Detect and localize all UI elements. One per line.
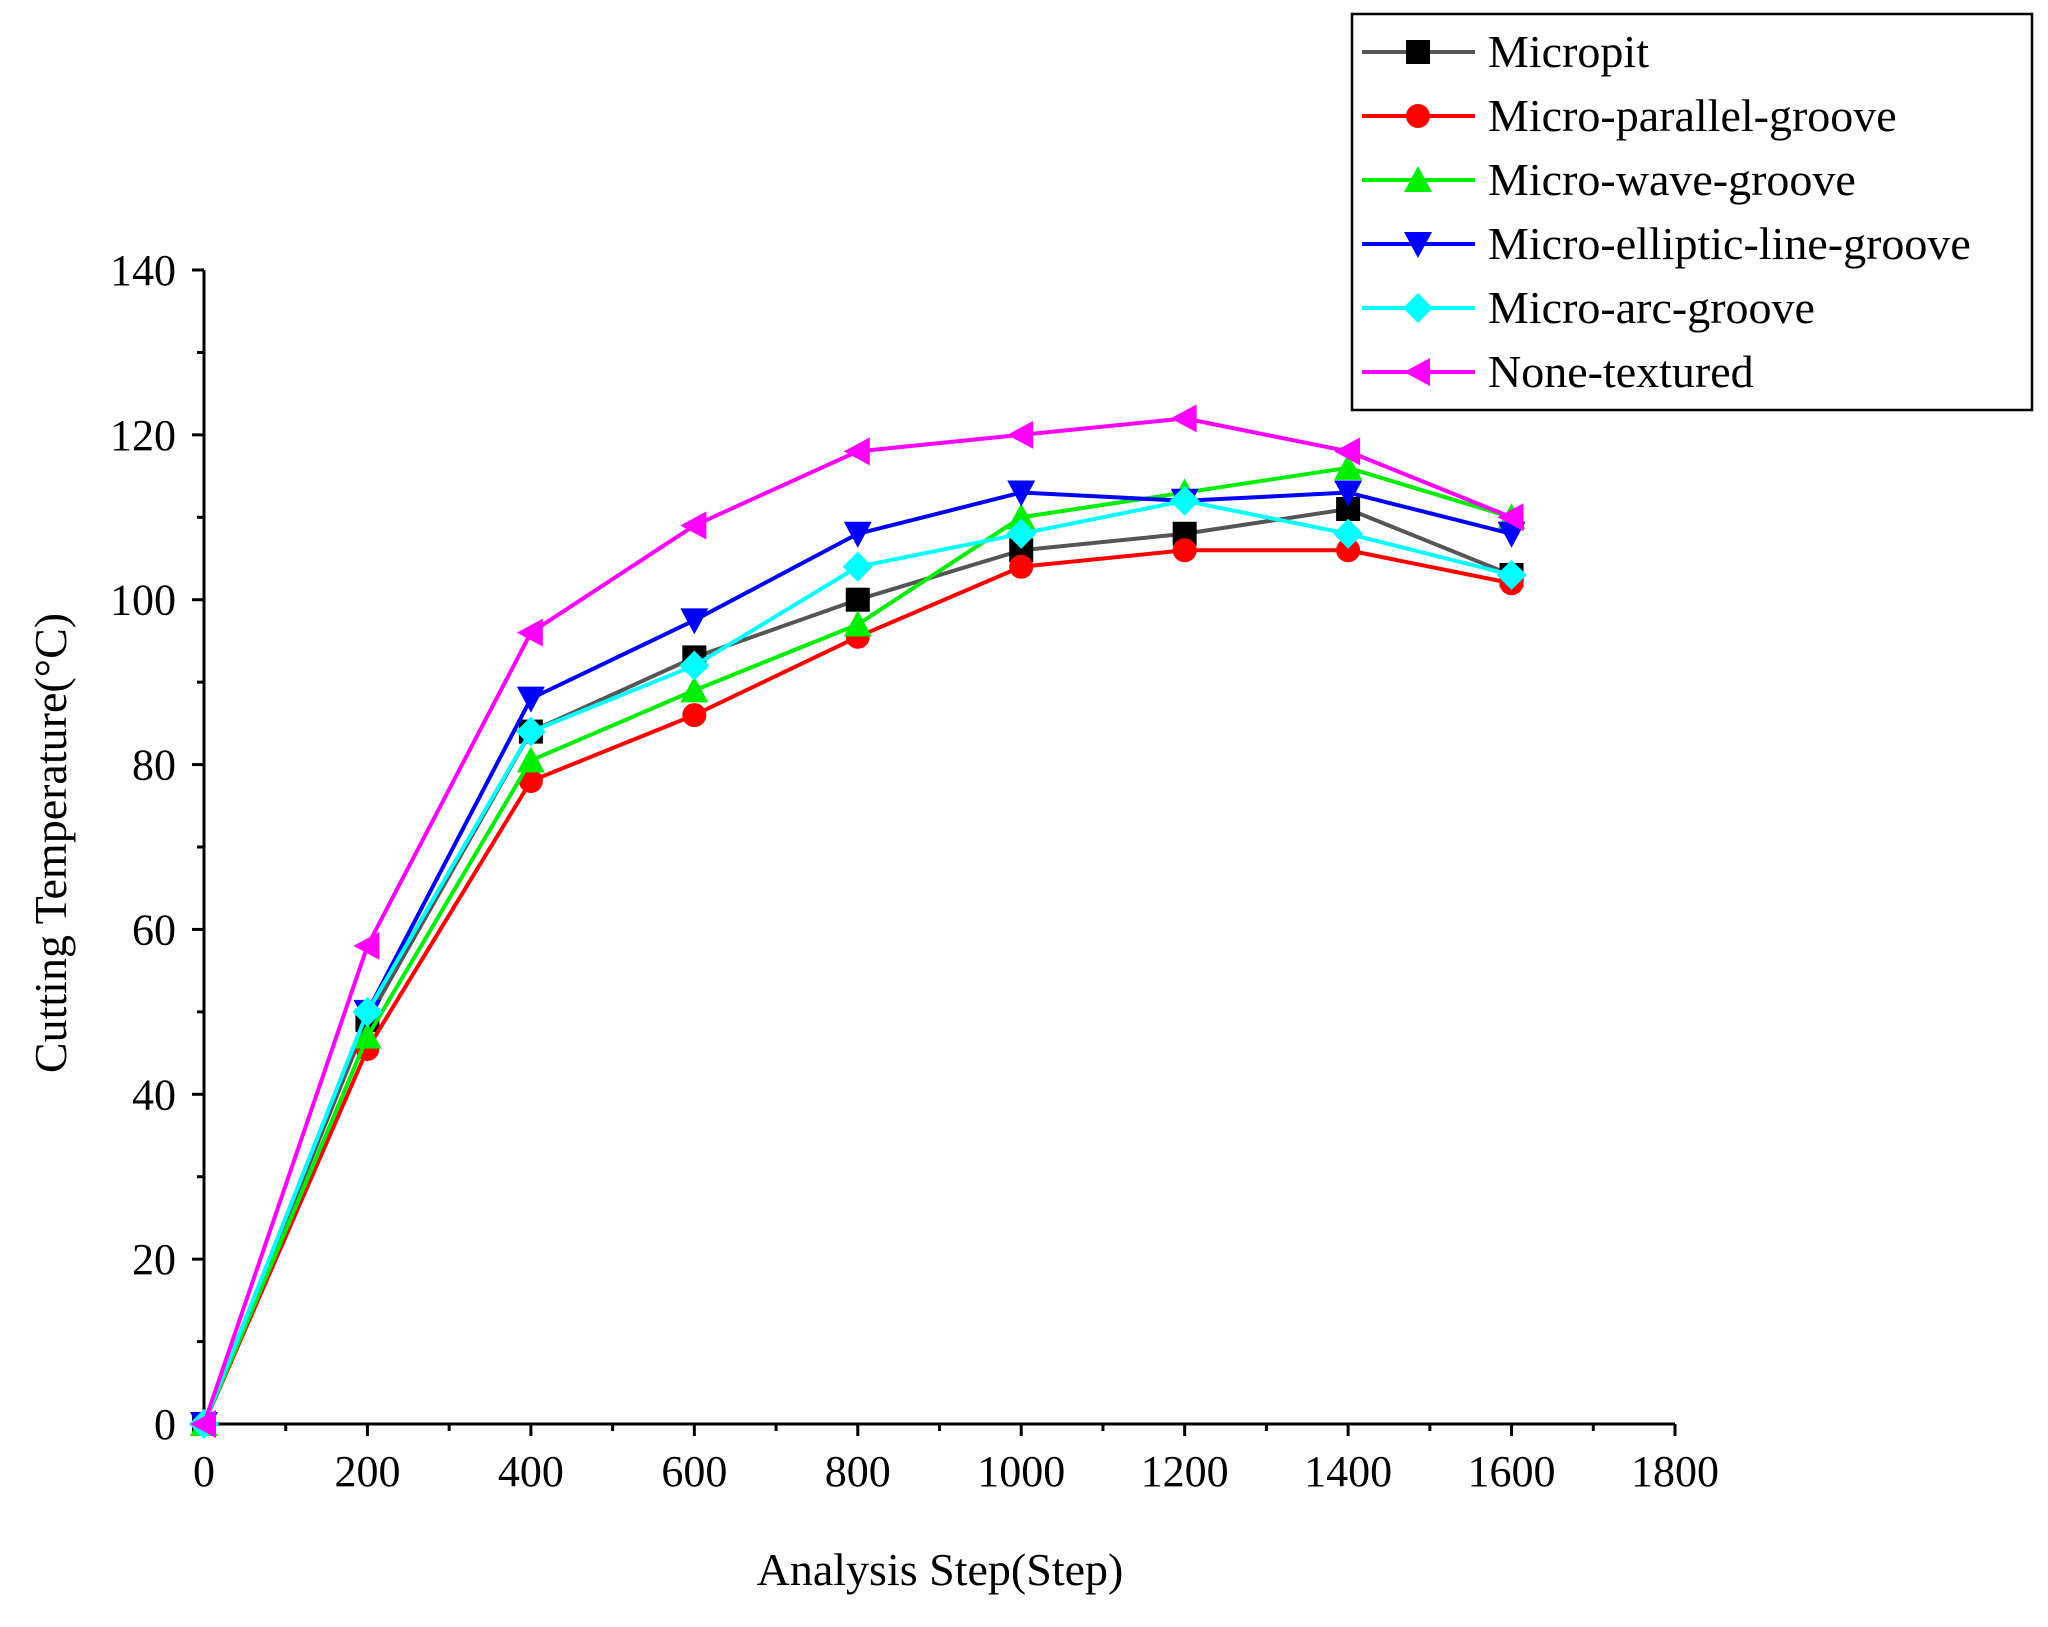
- data-point: [353, 1022, 382, 1049]
- y-tick-label: 0: [154, 1400, 176, 1449]
- data-point: [1169, 485, 1200, 516]
- x-tick-label: 800: [825, 1447, 891, 1496]
- data-point: [843, 437, 870, 466]
- data-point: [679, 650, 710, 681]
- data-point: [1334, 437, 1361, 466]
- data-point: [843, 521, 872, 548]
- x-tick-label: 400: [498, 1447, 564, 1496]
- data-point: [1006, 518, 1037, 549]
- y-axis-title: Cutting Temperature(°C): [25, 613, 76, 1073]
- data-point: [1334, 453, 1363, 480]
- x-tick-label: 1600: [1468, 1447, 1556, 1496]
- data-point: [1496, 559, 1527, 590]
- data-point: [1497, 503, 1524, 532]
- data-point: [845, 587, 870, 612]
- data-point: [1009, 538, 1034, 563]
- x-tick-label: 1000: [977, 1447, 1065, 1496]
- y-tick-label: 100: [110, 576, 176, 625]
- x-tick-label: 0: [193, 1447, 215, 1496]
- data-point: [516, 746, 545, 773]
- data-point: [352, 996, 383, 1027]
- x-tick-label: 1200: [1141, 1447, 1229, 1496]
- legend-marker: [1404, 232, 1432, 258]
- legend-label: Micro-elliptic-line-groove: [1488, 218, 1971, 269]
- legend-item: Micro-wave-groove: [1362, 154, 1856, 205]
- data-point: [1007, 503, 1036, 530]
- legend-marker: [1403, 293, 1433, 323]
- data-point: [680, 608, 709, 635]
- legend-marker: [1406, 40, 1430, 64]
- x-tick-label: 600: [661, 1447, 727, 1496]
- data-point: [680, 511, 707, 540]
- legend-label: Micro-parallel-groove: [1488, 90, 1897, 141]
- data-point: [518, 769, 543, 794]
- data-point: [680, 676, 709, 703]
- legend-label: Micro-arc-groove: [1488, 282, 1815, 333]
- series-layer: [189, 404, 1527, 1439]
- y-tick-label: 120: [110, 411, 176, 460]
- legend-item: Micro-arc-groove: [1362, 282, 1815, 333]
- legend-box: [1350, 12, 2034, 412]
- x-tick-label: 1400: [1304, 1447, 1392, 1496]
- data-point: [516, 618, 543, 647]
- legend-item: Micropit: [1362, 26, 1649, 77]
- data-point: [1170, 404, 1197, 433]
- legend-marker: [1404, 358, 1430, 386]
- data-point: [1334, 480, 1363, 507]
- data-point: [1009, 554, 1034, 579]
- data-point: [682, 703, 707, 728]
- data-point: [1007, 480, 1036, 507]
- legend-label: None-textured: [1488, 346, 1754, 397]
- legend-marker: [1406, 104, 1430, 128]
- legend: Micropit Micro-parallel-groove Micro-wave-…: [1350, 12, 2034, 412]
- x-axis-title: Analysis Step(Step): [757, 1544, 1124, 1595]
- data-point: [1336, 538, 1361, 563]
- y-tick-label: 40: [132, 1070, 176, 1119]
- series-micro-arc-groove: [189, 485, 1527, 1439]
- y-tick-label: 60: [132, 905, 176, 954]
- data-point: [190, 1410, 216, 1438]
- data-point: [843, 610, 872, 637]
- data-point: [1172, 538, 1197, 563]
- legend-item: None-textured: [1362, 346, 1754, 397]
- series-micro-parallel-groove: [192, 538, 1524, 1436]
- y-tick-label: 140: [110, 246, 176, 295]
- legend-label: Micropit: [1488, 26, 1649, 77]
- data-point: [1007, 420, 1034, 449]
- x-tick-label: 1800: [1631, 1447, 1719, 1496]
- y-tick-label: 80: [132, 741, 176, 790]
- legend-marker: [1404, 166, 1432, 192]
- series-line: [202, 548, 1512, 1425]
- y-tick-label: 20: [132, 1235, 176, 1284]
- data-point: [515, 716, 546, 747]
- legend-item: Micro-parallel-groove: [1362, 90, 1897, 141]
- legend-label: Micro-wave-groove: [1488, 154, 1856, 205]
- series-none-textured: [190, 404, 1524, 1438]
- x-tick-label: 200: [334, 1447, 400, 1496]
- data-point: [353, 931, 380, 960]
- legend-item: Micro-elliptic-line-groove: [1362, 218, 1971, 269]
- data-point: [1333, 518, 1364, 549]
- data-point: [516, 686, 545, 713]
- data-point: [842, 551, 873, 582]
